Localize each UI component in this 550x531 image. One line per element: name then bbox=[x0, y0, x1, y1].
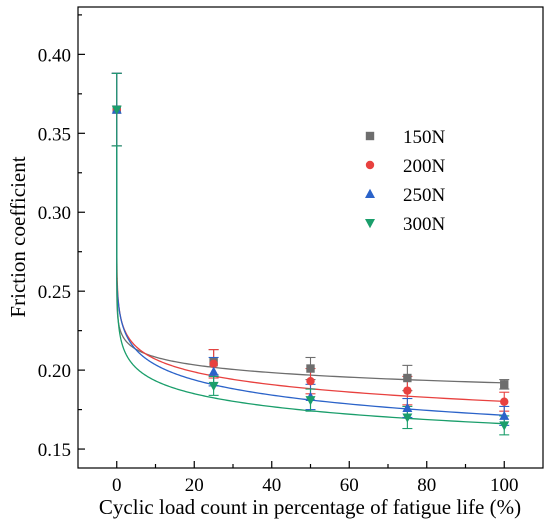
data-point-250N bbox=[499, 410, 510, 420]
data-point-150N bbox=[306, 364, 315, 373]
legend: 150N 200N 250N 300N bbox=[365, 127, 446, 235]
data-point-250N bbox=[402, 402, 413, 413]
data-point-300N bbox=[305, 396, 316, 406]
x-tick-label: 0 bbox=[112, 475, 122, 496]
x-tick-label: 40 bbox=[262, 475, 281, 496]
data-point-300N bbox=[111, 105, 122, 115]
y-tick-label: 0.30 bbox=[38, 203, 71, 224]
fit-curve-150N bbox=[116, 109, 505, 384]
data-points bbox=[111, 104, 510, 431]
axes-layer: 0 20 40 60 80 100 0.15 0.20 0.25 0.30 0.35 0.40 bbox=[38, 14, 519, 496]
legend-label-150N: 150N bbox=[403, 127, 446, 148]
y-axis-label: Friction coefficient bbox=[6, 156, 30, 317]
data-point-200N bbox=[500, 397, 509, 406]
legend-marker-300N bbox=[365, 219, 375, 229]
x-axis-label: Cyclic load count in percentage of fatig… bbox=[99, 495, 521, 519]
fit-curve-300N bbox=[116, 109, 505, 425]
y-tick-label: 0.15 bbox=[38, 440, 71, 461]
x-tick-label: 80 bbox=[417, 475, 436, 496]
y-tick-label: 0.35 bbox=[38, 124, 71, 145]
data-point-200N bbox=[403, 386, 412, 395]
legend-marker-150N bbox=[365, 131, 375, 141]
legend-label-250N: 250N bbox=[403, 185, 446, 206]
legend-marker-250N bbox=[365, 188, 375, 198]
data-point-200N bbox=[209, 359, 218, 369]
y-tick-label: 0.25 bbox=[38, 282, 71, 303]
data-point-300N bbox=[208, 381, 219, 392]
data-point-300N bbox=[499, 421, 510, 431]
legend-label-300N: 300N bbox=[403, 214, 446, 235]
data-point-150N bbox=[500, 380, 509, 389]
y-tick-label: 0.20 bbox=[38, 361, 71, 382]
x-tick-label: 60 bbox=[340, 475, 359, 496]
legend-label-200N: 200N bbox=[403, 156, 446, 177]
data-point-300N bbox=[402, 413, 413, 423]
x-tick-label: 20 bbox=[185, 475, 204, 496]
x-tick-label: 100 bbox=[490, 475, 519, 496]
data-point-200N bbox=[306, 376, 315, 386]
y-tick-label: 0.40 bbox=[38, 45, 71, 66]
legend-marker-200N bbox=[365, 160, 375, 170]
data-point-150N bbox=[403, 373, 412, 383]
data-point-250N bbox=[208, 366, 219, 376]
